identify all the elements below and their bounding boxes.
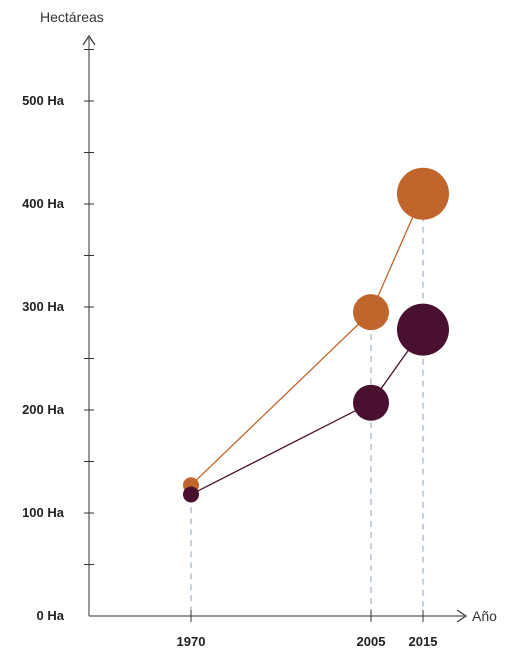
x-axis-arrow <box>456 609 468 623</box>
x-ticks: 1970 2005 2015 <box>177 610 438 649</box>
x-tick-label: 2015 <box>409 634 438 649</box>
y-tick-label: 200 Ha <box>22 402 65 417</box>
y-axis-title: Hectáreas <box>40 9 104 25</box>
x-tick-label: 1970 <box>177 634 206 649</box>
guide-lines <box>190 193 424 616</box>
series-line <box>190 329 424 496</box>
y-tick-label: 0 Ha <box>37 608 65 623</box>
data-point <box>353 294 389 331</box>
x-tick-label: 2005 <box>357 634 386 649</box>
data-points <box>183 167 449 503</box>
series-line <box>190 193 424 486</box>
axes <box>82 34 468 623</box>
y-tick-label: 500 Ha <box>22 93 65 108</box>
y-ticks: 0 Ha 100 Ha 200 Ha 300 Ha 400 Ha 500 Ha <box>22 49 94 623</box>
series-lines <box>190 193 424 496</box>
data-point <box>397 167 449 220</box>
data-point <box>397 303 449 356</box>
y-tick-label: 100 Ha <box>22 505 65 520</box>
data-point <box>353 384 389 421</box>
data-point <box>183 486 199 503</box>
y-tick-label: 400 Ha <box>22 196 65 211</box>
y-tick-label: 300 Ha <box>22 299 65 314</box>
x-axis-title: Año <box>472 608 497 624</box>
y-axis-arrow <box>82 34 96 46</box>
